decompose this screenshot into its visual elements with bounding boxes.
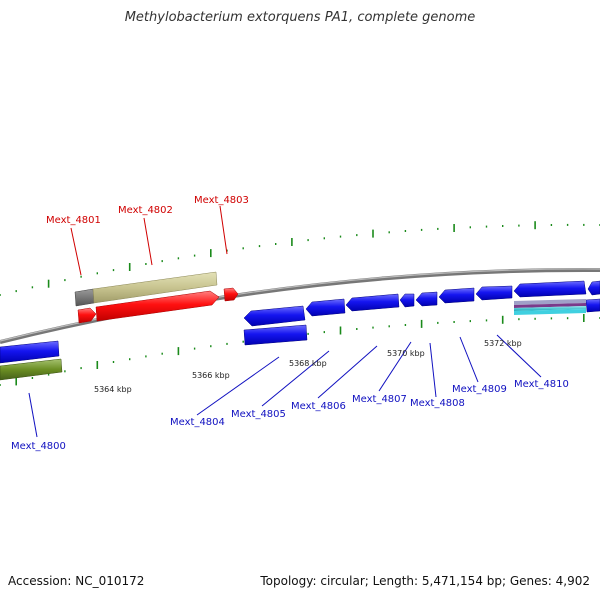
- outer-tick-ring: [0, 221, 600, 296]
- gene-label-mext-4806: Mext_4806: [291, 401, 346, 412]
- gene-label-mext-4800: Mext_4800: [11, 441, 66, 452]
- gene-arrow-mext-4810[interactable]: [475, 285, 513, 301]
- kbp-label-5366: 5366 kbp: [192, 371, 230, 380]
- gene-arrow-mext-4806[interactable]: [345, 293, 400, 312]
- gene-label-mext-4802: Mext_4802: [118, 205, 173, 216]
- gene-label-mext-4803: Mext_4803: [194, 195, 249, 206]
- gene-label-mext-4809: Mext_4809: [452, 384, 507, 395]
- inner-tick-ring: [0, 314, 600, 386]
- forward-leader-lines: [70, 205, 228, 276]
- feature-tan-block: [92, 271, 218, 304]
- gene-label-mext-4807: Mext_4807: [352, 394, 407, 405]
- gene-arrow-mext-4805[interactable]: [305, 298, 346, 317]
- feature-gray-block: [74, 288, 95, 307]
- gene-label-mext-4804: Mext_4804: [170, 417, 225, 428]
- gene-arrow-mext-4808[interactable]: [415, 291, 438, 307]
- accession-text: Accession: NC_010172: [8, 574, 145, 588]
- gene-label-mext-4810: Mext_4810: [514, 379, 569, 390]
- genome-backbone: [0, 267, 600, 344]
- gene-arrow-mext-4809[interactable]: [438, 287, 475, 304]
- gene-arrow-mext-4800[interactable]: [0, 340, 60, 364]
- gene-arrow-right-2[interactable]: [587, 280, 600, 296]
- gene-arrow-mext-4804[interactable]: [243, 305, 306, 327]
- kbp-label-5364: 5364 kbp: [94, 385, 132, 394]
- feature-strip: [514, 299, 586, 315]
- gene-label-mext-4808: Mext_4808: [410, 398, 465, 409]
- gene-feature-lower-block: [243, 324, 308, 346]
- kbp-label-5368: 5368 kbp: [289, 359, 327, 368]
- kbp-label-5370: 5370 kbp: [387, 349, 425, 358]
- feature-olive-block: [0, 358, 63, 381]
- gene-arrow-mext-4803[interactable]: [223, 287, 239, 302]
- kbp-label-5372: 5372 kbp: [484, 339, 522, 348]
- map-title: Methylobacterium extorquens PA1, complet…: [124, 10, 476, 25]
- gene-arrow-mext-4807[interactable]: [399, 293, 415, 308]
- gene-arrow-mext-4801[interactable]: [77, 307, 97, 324]
- gene-label-mext-4801: Mext_4801: [46, 215, 101, 226]
- gene-arrow-right-3[interactable]: [585, 298, 600, 313]
- gene-arrow-mext-4802[interactable]: [95, 290, 220, 322]
- genome-info-text: Topology: circular; Length: 5,471,154 bp…: [260, 574, 590, 588]
- gene-label-mext-4805: Mext_4805: [231, 409, 286, 420]
- gene-arrow-right-1[interactable]: [513, 280, 587, 298]
- reverse-leader-lines: [28, 334, 542, 438]
